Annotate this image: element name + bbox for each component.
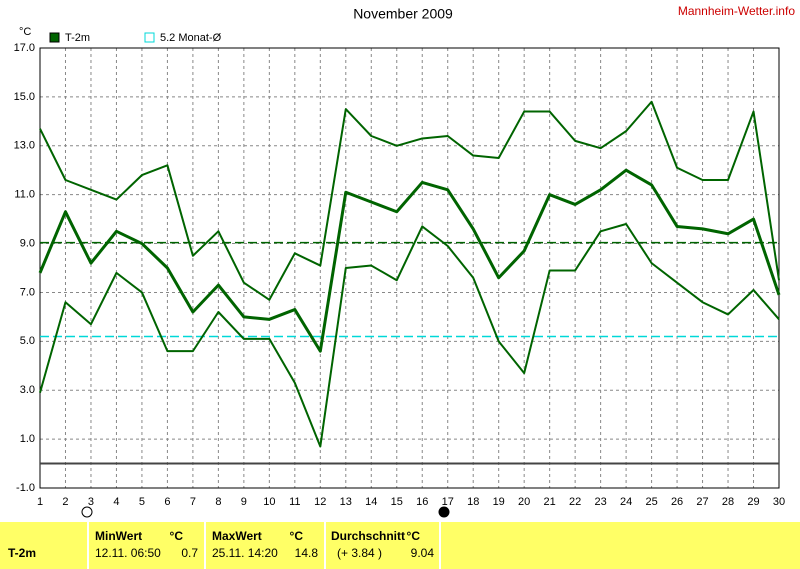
y-tick-label: 7.0 [20, 286, 35, 298]
x-tick-label: 3 [88, 496, 94, 508]
table-cell: 14.8 [295, 546, 319, 560]
y-tick-label: 17.0 [14, 42, 35, 54]
x-tick-label: 1 [37, 496, 43, 508]
moon-new [81, 506, 93, 518]
x-tick-label: 15 [391, 496, 403, 508]
table-header: MaxWert [212, 529, 262, 543]
table-cell: 0.7 [181, 546, 198, 560]
table-header: °C [407, 529, 421, 543]
x-tick-label: 13 [340, 496, 352, 508]
y-unit: °C [19, 26, 31, 38]
x-tick-label: 7 [190, 496, 196, 508]
table-header: Durchschnitt [331, 529, 405, 543]
legend-swatch [49, 32, 60, 43]
x-tick-label: 25 [645, 496, 657, 508]
x-tick-label: 29 [747, 496, 759, 508]
chart-title: November 2009 [353, 6, 453, 22]
x-tick-label: 12 [314, 496, 326, 508]
table-cell: (+ 3.84 ) [337, 546, 382, 560]
x-tick-label: 14 [365, 496, 377, 508]
x-tick-label: 20 [518, 496, 530, 508]
x-tick-label: 10 [263, 496, 275, 508]
x-tick-label: 5 [139, 496, 145, 508]
table-borders [87, 522, 441, 569]
x-tick-label: 6 [164, 496, 170, 508]
y-tick-label: 11.0 [14, 189, 35, 201]
series-line [39, 100, 780, 301]
x-tick-label: 23 [594, 496, 606, 508]
x-tick-label: 2 [62, 496, 68, 508]
source: Mannheim-Wetter.info [678, 4, 795, 18]
x-tick-label: 19 [493, 496, 505, 508]
x-tick-label: 4 [113, 496, 119, 508]
y-tick-label: 13.0 [14, 140, 35, 152]
y-tick-label: 9.0 [20, 237, 35, 249]
x-tick-label: 27 [696, 496, 708, 508]
table-header: °C [290, 529, 304, 543]
moon-full [438, 506, 450, 518]
plot-frame [39, 47, 780, 489]
table-cell: 25.11. 14:20 [212, 546, 278, 560]
table-header: °C [170, 529, 184, 543]
x-tick-label: 11 [289, 496, 300, 508]
table-cell: 12.11. 06:50 [95, 546, 161, 560]
x-tick-label: 16 [416, 496, 428, 508]
y-tick-label: 15.0 [14, 91, 35, 103]
x-tick-label: 9 [241, 496, 247, 508]
x-tick-label: 28 [722, 496, 734, 508]
table-header: MinWert [95, 529, 142, 543]
table-cell: 9.04 [411, 546, 435, 560]
series-line [39, 223, 780, 448]
x-tick-label: 18 [467, 496, 479, 508]
x-tick-label: 24 [620, 496, 632, 508]
y-tick-label: -1.0 [16, 482, 35, 494]
x-tick-label: 30 [773, 496, 785, 508]
legend-swatch [144, 32, 155, 43]
stats-panel [0, 522, 800, 569]
y-tick-label: 5.0 [20, 335, 35, 347]
table-cell: T-2m [8, 546, 36, 560]
y-tick-label: 3.0 [20, 384, 35, 396]
y-tick-label: 1.0 [20, 433, 35, 445]
series-line [38, 168, 781, 353]
x-tick-label: 8 [215, 496, 221, 508]
x-tick-label: 22 [569, 496, 581, 508]
x-tick-label: 17 [442, 496, 454, 508]
legend-label: T-2m [65, 32, 90, 44]
x-tick-label: 26 [671, 496, 683, 508]
legend-label: 5.2 Monat-Ø [160, 32, 222, 44]
x-tick-label: 21 [544, 496, 556, 508]
